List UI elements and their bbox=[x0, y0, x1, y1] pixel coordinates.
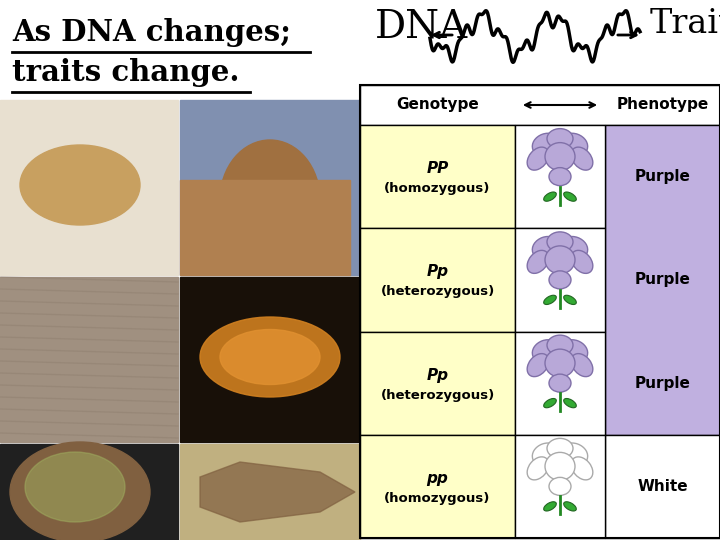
Bar bbox=[360, 0, 720, 540]
Ellipse shape bbox=[544, 502, 557, 511]
Ellipse shape bbox=[549, 167, 571, 186]
Text: pp: pp bbox=[427, 471, 449, 486]
Ellipse shape bbox=[564, 192, 576, 201]
Ellipse shape bbox=[544, 295, 557, 305]
Text: Genotype: Genotype bbox=[396, 98, 479, 112]
Text: (homozygous): (homozygous) bbox=[384, 492, 491, 505]
Text: Purple: Purple bbox=[634, 272, 690, 287]
Ellipse shape bbox=[532, 340, 559, 362]
Bar bbox=[0, 444, 178, 540]
Ellipse shape bbox=[560, 340, 588, 362]
Ellipse shape bbox=[532, 237, 559, 259]
Ellipse shape bbox=[549, 477, 571, 495]
Text: Purple: Purple bbox=[634, 169, 690, 184]
Bar bbox=[0, 100, 178, 275]
Bar bbox=[515, 435, 605, 538]
Bar bbox=[180, 100, 360, 275]
Bar bbox=[515, 228, 605, 332]
Bar bbox=[515, 125, 605, 228]
Ellipse shape bbox=[564, 399, 576, 408]
Ellipse shape bbox=[545, 453, 575, 481]
Ellipse shape bbox=[220, 329, 320, 384]
Bar bbox=[605, 435, 720, 538]
Ellipse shape bbox=[564, 295, 576, 305]
Polygon shape bbox=[200, 462, 355, 522]
Ellipse shape bbox=[532, 443, 559, 466]
Bar bbox=[360, 125, 515, 228]
Text: traits change.: traits change. bbox=[12, 58, 240, 87]
Text: PP: PP bbox=[426, 161, 449, 176]
Ellipse shape bbox=[564, 502, 576, 511]
Ellipse shape bbox=[547, 232, 573, 252]
Ellipse shape bbox=[545, 246, 575, 274]
Bar bbox=[360, 85, 720, 538]
Ellipse shape bbox=[547, 335, 573, 355]
Text: White: White bbox=[637, 479, 688, 494]
Bar bbox=[605, 125, 720, 435]
Ellipse shape bbox=[560, 443, 588, 466]
Ellipse shape bbox=[544, 399, 557, 408]
Text: Pp: Pp bbox=[426, 368, 449, 383]
Text: Purple: Purple bbox=[634, 376, 690, 390]
Bar bbox=[360, 228, 515, 332]
Ellipse shape bbox=[560, 133, 588, 156]
Bar bbox=[180, 180, 350, 275]
Text: Pp: Pp bbox=[426, 265, 449, 279]
Text: (heterozygous): (heterozygous) bbox=[380, 389, 495, 402]
Ellipse shape bbox=[20, 145, 140, 225]
Ellipse shape bbox=[200, 317, 340, 397]
Ellipse shape bbox=[571, 354, 593, 376]
Ellipse shape bbox=[220, 140, 320, 260]
Text: (heterozygous): (heterozygous) bbox=[380, 285, 495, 299]
Ellipse shape bbox=[527, 457, 549, 480]
Ellipse shape bbox=[547, 438, 573, 458]
Text: Traits: Traits bbox=[650, 8, 720, 40]
Bar bbox=[180, 444, 360, 540]
Ellipse shape bbox=[571, 457, 593, 480]
Bar bbox=[360, 332, 515, 435]
Ellipse shape bbox=[25, 452, 125, 522]
Text: (homozygous): (homozygous) bbox=[384, 182, 491, 195]
Ellipse shape bbox=[545, 349, 575, 377]
Ellipse shape bbox=[560, 237, 588, 259]
Bar bbox=[180, 277, 360, 442]
Text: Phenotype: Phenotype bbox=[616, 98, 708, 112]
Ellipse shape bbox=[544, 192, 557, 201]
Ellipse shape bbox=[527, 147, 549, 170]
Ellipse shape bbox=[527, 251, 549, 273]
Ellipse shape bbox=[547, 129, 573, 148]
Bar bbox=[0, 277, 178, 442]
Ellipse shape bbox=[527, 354, 549, 376]
Ellipse shape bbox=[532, 133, 559, 156]
Ellipse shape bbox=[10, 442, 150, 540]
Bar bbox=[515, 332, 605, 435]
Text: DNA: DNA bbox=[375, 8, 468, 45]
Ellipse shape bbox=[549, 271, 571, 289]
Bar bbox=[360, 85, 720, 125]
Ellipse shape bbox=[545, 143, 575, 171]
Bar bbox=[0, 0, 360, 540]
Ellipse shape bbox=[549, 374, 571, 392]
Text: As DNA changes;: As DNA changes; bbox=[12, 18, 291, 47]
Bar bbox=[360, 435, 515, 538]
Ellipse shape bbox=[571, 251, 593, 273]
Ellipse shape bbox=[571, 147, 593, 170]
